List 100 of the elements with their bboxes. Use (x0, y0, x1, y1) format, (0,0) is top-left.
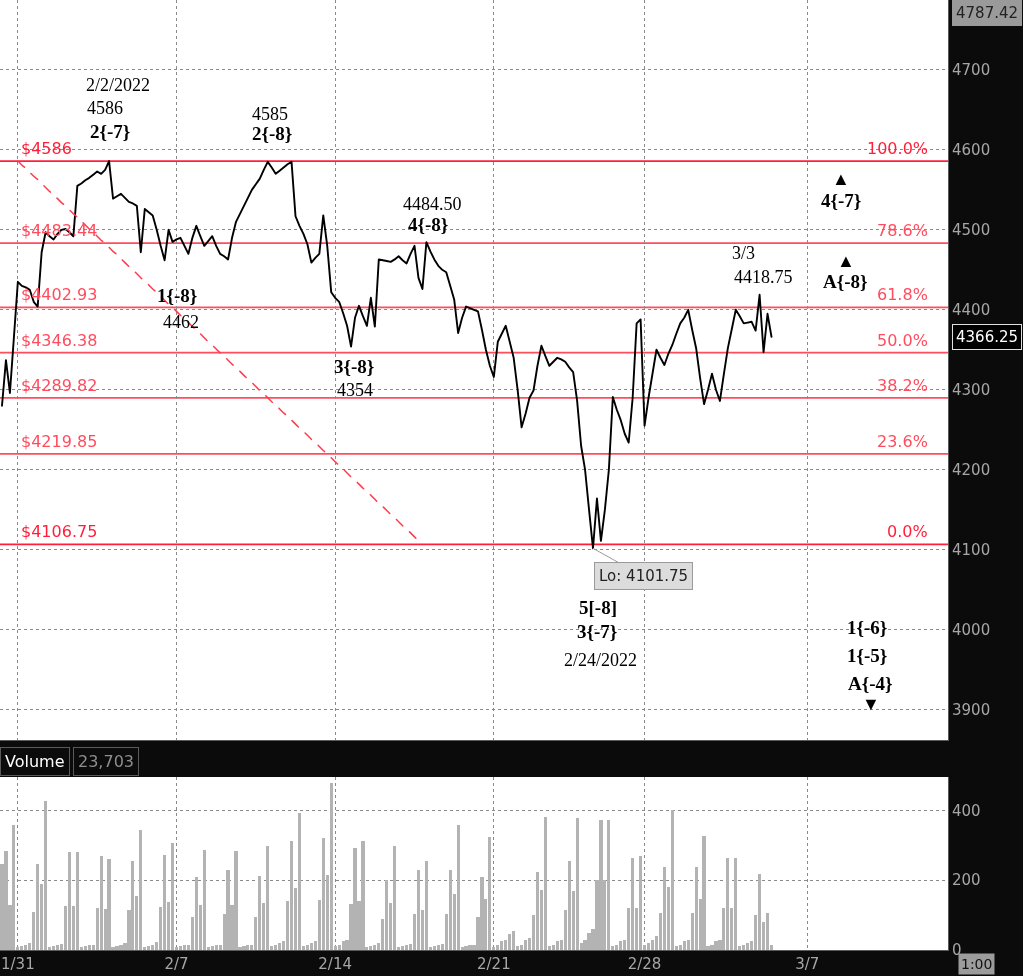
bar (437, 945, 440, 950)
bar (710, 945, 714, 950)
annotation: 100.0% (867, 139, 929, 158)
annotation: 4585 (252, 104, 288, 124)
bar (464, 946, 468, 950)
bar (488, 837, 491, 950)
chart-subtitle: 23,703 (78, 752, 134, 771)
bar (306, 945, 309, 950)
annotation: 4354 (337, 380, 373, 400)
bar (179, 946, 182, 950)
bar (734, 858, 737, 950)
bar (500, 941, 503, 950)
x-tick-label: 2/7 (164, 955, 189, 973)
bar (195, 877, 198, 950)
bar (619, 941, 622, 950)
bar (552, 945, 555, 950)
annotation: A{-4} (848, 673, 893, 694)
bar (338, 945, 341, 950)
bar (457, 825, 460, 950)
bar (496, 945, 499, 950)
bar (298, 813, 301, 950)
annotation: 1{-8} (157, 285, 198, 306)
bar (587, 933, 591, 950)
x-tick-label: 3/7 (795, 955, 820, 973)
annotation: 4{-7} (821, 190, 862, 211)
bar (671, 810, 674, 950)
bar (88, 945, 91, 950)
bar (242, 946, 246, 950)
bar (151, 945, 154, 950)
x-tick-label: 1/31 (1, 955, 35, 973)
annotation: 61.8% (877, 285, 928, 304)
y-tick-label: 0 (952, 941, 962, 960)
bar (52, 946, 55, 950)
ref-line-label: $4106.75 (21, 522, 98, 541)
bar (544, 817, 547, 950)
bar (556, 941, 559, 950)
bar (310, 943, 313, 950)
bar (615, 945, 618, 950)
bar (215, 945, 218, 950)
annotation: ▲ (837, 251, 855, 271)
bar (512, 931, 515, 950)
bar (758, 874, 761, 950)
bar (24, 945, 27, 950)
bar (524, 940, 527, 950)
text: 4787.42 (956, 4, 1019, 22)
y-tick-label: 4300 (952, 381, 991, 400)
annotation: 38.2% (877, 376, 928, 395)
x-tick-label: 2/28 (627, 955, 662, 973)
bar (322, 838, 325, 950)
annotation: 3{-7} (577, 621, 618, 642)
bar (385, 880, 388, 950)
bar (679, 945, 682, 950)
ref-line-label: $4219.85 (21, 432, 98, 451)
bar (714, 941, 718, 950)
annotation: 1{-5} (847, 645, 888, 666)
chart-title: Volume (5, 752, 65, 771)
annotation: 2/24/2022 (564, 650, 638, 670)
bar (203, 850, 206, 950)
annotation: 4586 (87, 98, 123, 118)
bar (68, 852, 71, 950)
bar (568, 861, 571, 950)
bar (508, 934, 511, 950)
bar (107, 859, 111, 950)
bar (100, 856, 103, 950)
bar (726, 858, 729, 950)
annotation: 2{-8} (252, 123, 293, 144)
y-tick-label: 400 (952, 801, 981, 820)
bar (683, 941, 686, 950)
bar (330, 783, 333, 950)
annotation: ▼ (862, 694, 880, 714)
y-tick-label: 4700 (952, 61, 991, 80)
bar (131, 861, 134, 950)
bar (361, 841, 365, 950)
bar (433, 946, 436, 950)
bar (56, 945, 59, 950)
bar (449, 870, 452, 950)
bar (211, 946, 214, 950)
annotation: 23.6% (877, 432, 928, 451)
bar (4, 851, 8, 950)
bar (647, 943, 650, 950)
y-tick-label: 4500 (952, 221, 991, 240)
ref-line-label: $4586 (21, 139, 72, 158)
bar (163, 855, 166, 950)
bar (278, 943, 281, 950)
bar (369, 946, 372, 950)
y-tick-label: 3900 (952, 700, 991, 719)
bar (266, 846, 269, 950)
annotation: 50.0% (877, 331, 928, 350)
x-tick-label: 2/14 (318, 955, 353, 973)
annotation: 2/2/2022 (86, 75, 151, 95)
bar (226, 870, 230, 950)
bar (702, 836, 706, 950)
bar (342, 941, 345, 950)
bar (115, 946, 119, 950)
annotation: 1{-6} (847, 617, 888, 638)
y-tick-label: 200 (952, 871, 981, 890)
bar (290, 841, 293, 950)
annotation: ▲ (832, 169, 850, 189)
bar (258, 876, 261, 950)
bar (639, 856, 642, 950)
